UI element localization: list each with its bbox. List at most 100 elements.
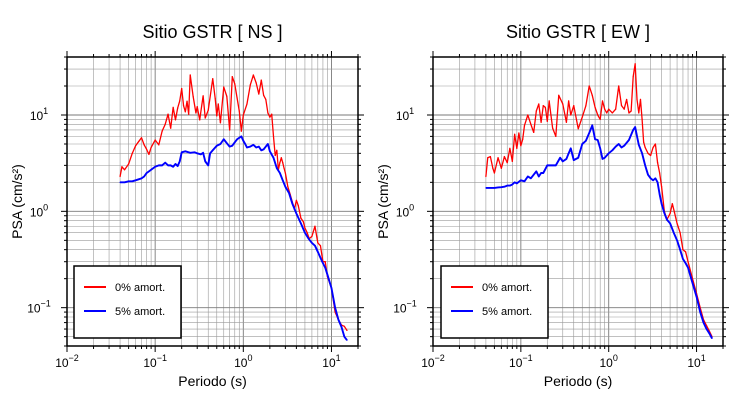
data-point bbox=[684, 262, 687, 264]
data-point bbox=[555, 135, 557, 137]
data-point bbox=[172, 106, 174, 108]
data-point bbox=[489, 187, 491, 189]
data-point bbox=[179, 100, 181, 102]
data-point bbox=[509, 147, 511, 150]
data-point bbox=[608, 152, 610, 154]
data-point bbox=[252, 144, 254, 146]
data-point bbox=[639, 98, 642, 101]
data-point bbox=[123, 169, 126, 171]
data-point bbox=[297, 204, 299, 207]
data-point bbox=[527, 114, 529, 116]
data-point bbox=[671, 203, 673, 205]
data-point bbox=[533, 131, 535, 133]
data-point bbox=[650, 154, 652, 157]
data-point bbox=[337, 319, 340, 321]
data-point bbox=[119, 175, 121, 178]
data-point bbox=[304, 227, 306, 229]
data-point bbox=[676, 239, 678, 241]
data-point bbox=[581, 143, 583, 145]
data-point bbox=[242, 140, 244, 142]
data-point bbox=[497, 157, 499, 159]
data-point bbox=[252, 74, 254, 76]
data-point bbox=[606, 112, 608, 114]
data-point bbox=[659, 172, 661, 174]
data-point bbox=[615, 108, 617, 110]
x-tick-label: 10−1 bbox=[143, 353, 167, 370]
data-point bbox=[269, 116, 271, 118]
data-point bbox=[343, 325, 345, 327]
y-tick-label: 100 bbox=[396, 202, 414, 219]
data-point bbox=[279, 172, 281, 174]
data-point bbox=[260, 149, 262, 151]
data-point bbox=[708, 332, 710, 335]
data-point bbox=[702, 321, 705, 324]
data-point bbox=[666, 219, 668, 221]
data-point bbox=[485, 187, 487, 189]
x-tick-label: 100 bbox=[234, 353, 252, 370]
data-point bbox=[324, 261, 326, 263]
data-point bbox=[673, 211, 676, 213]
data-point bbox=[214, 97, 216, 100]
legend-label: 5% amort. bbox=[482, 306, 532, 318]
data-point bbox=[189, 74, 191, 76]
data-point bbox=[324, 267, 326, 269]
data-point bbox=[493, 187, 496, 189]
grid bbox=[66, 56, 359, 347]
data-point bbox=[522, 138, 524, 140]
data-point bbox=[181, 151, 183, 153]
data-point bbox=[317, 242, 319, 244]
data-point bbox=[636, 135, 638, 137]
data-point bbox=[177, 107, 179, 109]
data-point bbox=[659, 193, 661, 195]
data-point bbox=[148, 153, 150, 155]
data-point bbox=[636, 98, 638, 101]
data-point bbox=[150, 146, 152, 149]
data-point bbox=[238, 110, 240, 112]
data-point bbox=[585, 105, 587, 107]
data-point bbox=[343, 336, 345, 338]
data-point bbox=[279, 162, 281, 164]
data-point bbox=[219, 143, 222, 145]
data-point bbox=[311, 235, 313, 237]
y-axis-label: PSA (cm/s²) bbox=[375, 164, 391, 239]
data-point bbox=[514, 133, 516, 135]
data-point bbox=[493, 172, 496, 174]
data-point bbox=[654, 143, 656, 145]
data-point bbox=[641, 152, 643, 154]
data-point bbox=[128, 180, 130, 182]
data-point bbox=[282, 179, 284, 181]
data-point bbox=[604, 157, 606, 159]
data-point bbox=[216, 145, 218, 147]
data-point bbox=[594, 138, 596, 140]
data-point bbox=[123, 181, 126, 183]
data-point bbox=[652, 146, 654, 149]
data-point bbox=[550, 114, 552, 116]
data-point bbox=[687, 267, 689, 269]
data-point bbox=[604, 108, 606, 110]
data-point bbox=[131, 180, 133, 182]
data-point bbox=[530, 123, 532, 125]
data-point bbox=[570, 147, 572, 150]
data-point bbox=[581, 116, 583, 118]
data-point bbox=[255, 82, 257, 84]
data-point bbox=[280, 157, 282, 159]
data-point bbox=[641, 118, 643, 121]
data-point bbox=[255, 146, 257, 149]
data-point bbox=[687, 261, 689, 263]
data-point bbox=[643, 141, 645, 143]
data-point bbox=[623, 145, 625, 147]
data-point bbox=[300, 217, 302, 219]
data-point bbox=[588, 85, 590, 87]
data-point bbox=[231, 145, 233, 147]
data-point bbox=[565, 121, 568, 123]
data-point bbox=[330, 287, 333, 289]
data-point bbox=[497, 186, 499, 189]
data-point bbox=[212, 78, 214, 80]
data-point bbox=[158, 164, 160, 166]
data-point bbox=[656, 181, 659, 183]
data-point bbox=[516, 147, 518, 150]
data-point bbox=[485, 175, 487, 178]
data-point bbox=[216, 115, 218, 117]
data-point bbox=[573, 105, 575, 107]
